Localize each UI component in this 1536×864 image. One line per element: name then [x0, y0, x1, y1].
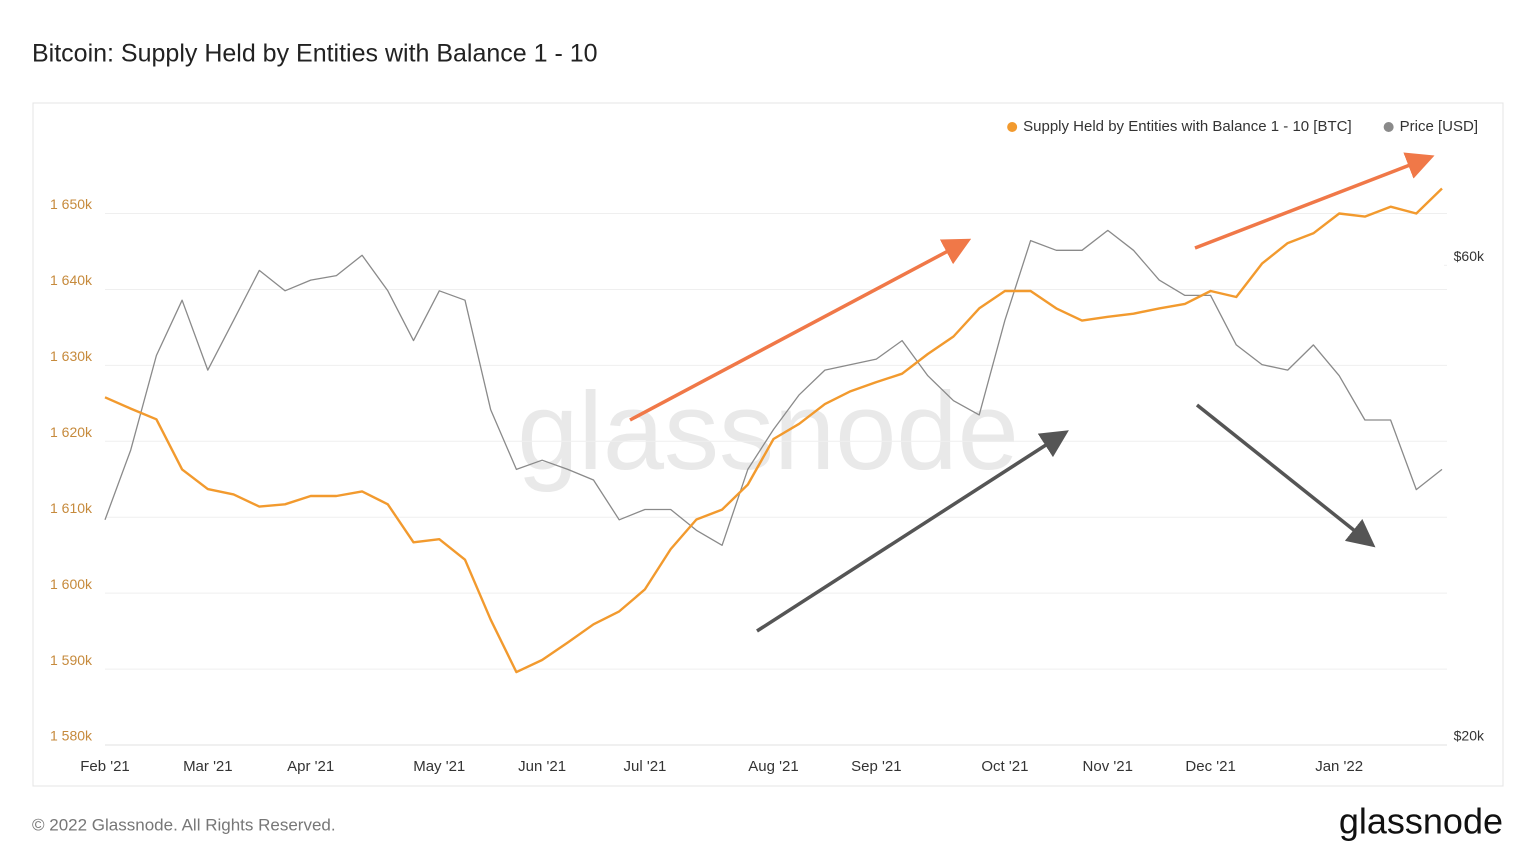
x-tick-label: Aug '21: [748, 758, 798, 775]
chart-frame: [32, 102, 1504, 787]
legend-label: Supply Held by Entities with Balance 1 -…: [1023, 118, 1352, 135]
legend-swatch: [1007, 122, 1018, 132]
x-tick-label: Mar '21: [183, 758, 233, 775]
y-tick-label: 1 640k: [50, 272, 93, 288]
y-tick-label: 1 600k: [50, 576, 93, 592]
y-tick-label: 1 580k: [50, 728, 93, 744]
x-tick-label: Jun '21: [518, 758, 566, 775]
logo: glassnode: [1339, 801, 1503, 842]
series-line: [104, 229, 1443, 546]
legend-swatch: [1383, 122, 1394, 132]
x-tick-label: Apr '21: [287, 758, 334, 775]
y-tick-label: 1 650k: [50, 196, 93, 212]
y-tick-label: 1 610k: [50, 500, 93, 516]
plot: 1 580k 1 590k 1 600k 1 610k 1 620k 1 630k 1 64…: [50, 118, 1485, 775]
x-tick-label: Oct '21: [981, 758, 1028, 775]
arrow: [1195, 403, 1376, 548]
y2-tick-label: $60k: [1454, 248, 1485, 264]
y2-tick-label: $20k: [1454, 728, 1485, 744]
arrow: [756, 430, 1069, 633]
x-tick-label: May '21: [413, 758, 465, 775]
x-tick-label: Feb '21: [80, 758, 130, 775]
x-tick-label: Jul '21: [623, 758, 666, 775]
x-tick-label: Sep '21: [851, 758, 901, 775]
copyright: © 2022 Glassnode. All Rights Reserved.: [32, 815, 336, 834]
x-tick-label: Dec '21: [1185, 758, 1235, 775]
legend-label: Price [USD]: [1400, 118, 1478, 135]
x-tick-label: Jan '22: [1315, 758, 1363, 775]
chart-title: Bitcoin: Supply Held by Entities with Ba…: [32, 40, 598, 68]
watermark: glassnode: [517, 370, 1019, 493]
series-line: [104, 187, 1443, 674]
y-tick-label: 1 620k: [50, 424, 93, 440]
arrow: [1194, 152, 1435, 250]
x-tick-label: Nov '21: [1083, 758, 1133, 775]
y-tick-label: 1 630k: [50, 348, 93, 364]
arrow: [629, 238, 972, 422]
y-tick-label: 1 590k: [50, 652, 93, 668]
